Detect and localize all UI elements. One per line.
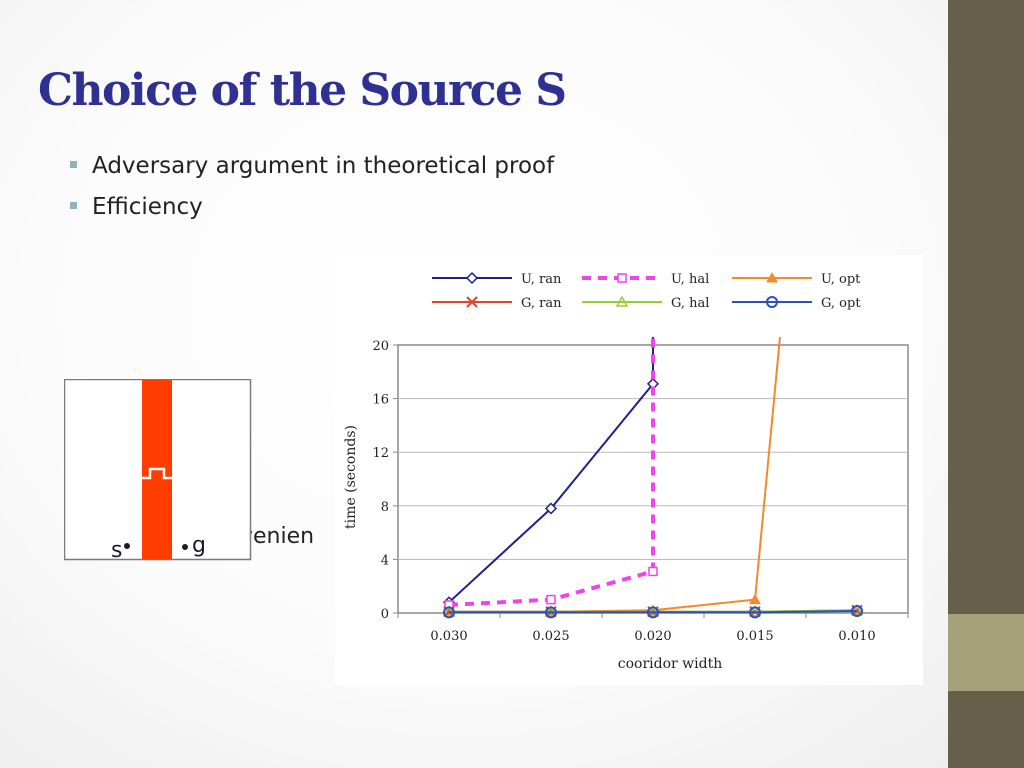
y-tick-label: 8 — [381, 500, 389, 515]
legend-label: G, ran — [521, 296, 562, 311]
side-decor-accent — [948, 614, 1024, 691]
legend-item: G, ran — [432, 296, 562, 311]
y-axis-label: time (seconds) — [343, 425, 359, 529]
y-tick-label: 16 — [372, 393, 389, 408]
legend-item: U, ran — [432, 271, 562, 287]
series-g--opt — [443, 604, 863, 619]
plot-area: 0 4 8 12 16 20 0.030 0.025 0.020 0.015 0.010 — [372, 336, 909, 644]
data-point — [545, 606, 557, 619]
y-tick-label: 20 — [372, 339, 389, 354]
data-point — [544, 605, 558, 617]
start-label: s — [111, 538, 122, 561]
data-point — [851, 604, 863, 617]
data-point — [749, 593, 761, 605]
data-point — [646, 605, 660, 617]
x-tick-label: 0.015 — [736, 629, 773, 644]
legend-marker — [766, 296, 778, 308]
goal-point — [182, 544, 188, 550]
legend-item: U, opt — [732, 271, 861, 287]
legend-label: U, hal — [671, 272, 709, 287]
bullet-item: Adversary argument in theoretical proof — [68, 150, 554, 191]
slide-title: Choice of the Source S — [38, 65, 567, 116]
legend-marker — [766, 271, 778, 283]
data-point — [442, 605, 456, 617]
x-axis-label: cooridor width — [618, 656, 722, 672]
data-point — [749, 606, 761, 619]
legend-item: G, hal — [582, 295, 709, 311]
data-point — [648, 566, 658, 577]
series-u--hal — [444, 337, 658, 610]
x-tick-label: 0.020 — [634, 629, 671, 644]
legend-label: U, ran — [521, 272, 562, 287]
legend-item: U, hal — [582, 272, 709, 287]
legend-item: G, opt — [732, 296, 861, 311]
legend-label: G, opt — [821, 296, 861, 311]
corridor-diagram: s g — [64, 379, 252, 561]
data-point — [850, 603, 864, 616]
y-tick-label: 4 — [381, 553, 389, 568]
legend-marker — [465, 271, 479, 285]
bullet-item: Efficiency — [68, 191, 554, 232]
data-point — [748, 605, 762, 617]
legend-label: U, opt — [821, 272, 861, 287]
x-tick-label: 0.010 — [838, 629, 875, 644]
legend-marker — [615, 295, 629, 307]
y-tick-label: 0 — [381, 607, 389, 622]
series-line — [449, 610, 858, 614]
x-tick-label: 0.030 — [430, 629, 467, 644]
chart-legend: U, ran U, hal U, opt G, ran G, hal G, opt — [432, 271, 861, 311]
corridor-notch — [142, 467, 172, 480]
data-point — [546, 594, 556, 605]
data-point — [647, 606, 659, 619]
start-point — [124, 543, 130, 549]
partial-bullet-text: venien — [240, 524, 315, 549]
legend-marker — [466, 296, 478, 308]
legend-label: G, hal — [671, 296, 709, 311]
goal-label: g — [192, 533, 206, 558]
timing-chart: U, ran U, hal U, opt G, ran G, hal G, opt 0 4 8… — [335, 255, 923, 685]
legend-marker — [617, 273, 627, 283]
y-tick-label: 12 — [372, 446, 389, 461]
data-point — [443, 606, 455, 619]
data-point — [544, 502, 558, 515]
bullet-list: Adversary argument in theoretical proof … — [68, 150, 554, 232]
series-line — [448, 337, 655, 607]
x-tick-label: 0.025 — [532, 629, 569, 644]
